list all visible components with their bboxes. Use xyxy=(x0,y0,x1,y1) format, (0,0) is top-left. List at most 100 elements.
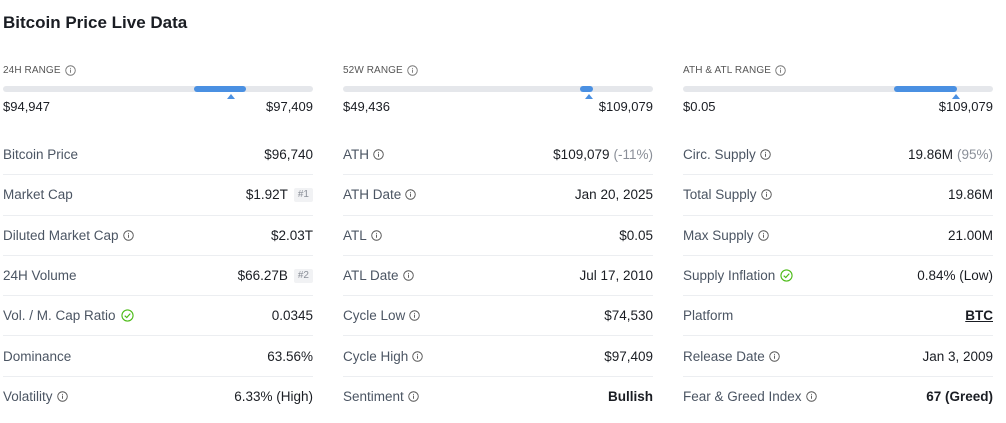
info-icon[interactable] xyxy=(775,64,786,76)
range-52w-header: 52W RANGE xyxy=(343,62,653,78)
info-icon[interactable] xyxy=(769,350,780,362)
current-price-marker xyxy=(585,94,594,99)
row-label: Platform xyxy=(683,308,734,324)
row-value: Jan 20, 2025 xyxy=(574,187,653,203)
current-price-marker xyxy=(226,94,235,99)
row-label: Market Cap xyxy=(3,187,73,203)
row-cycle-high: Cycle High $97,409 xyxy=(343,336,653,377)
row-dominance: Dominance 63.56% xyxy=(3,336,313,377)
row-label: ATL Date xyxy=(343,268,399,284)
platform-link[interactable]: BTC xyxy=(965,308,993,324)
info-icon[interactable] xyxy=(64,64,76,76)
row-label: Cycle High xyxy=(343,348,409,364)
column-supply: ATH & ATL RANGE $0.05 $109,079 Circ. Sup… xyxy=(683,62,993,404)
info-icon[interactable] xyxy=(407,64,418,76)
row-value: Jan 3, 2009 xyxy=(922,348,993,364)
info-icon[interactable] xyxy=(757,230,769,241)
row-label: ATH Date xyxy=(343,187,402,203)
info-icon[interactable] xyxy=(408,391,419,403)
range-high: $109,079 xyxy=(598,99,653,114)
info-icon[interactable] xyxy=(56,391,68,403)
row-label: Fear & Greed Index xyxy=(683,389,802,405)
range-low: $94,947 xyxy=(3,99,50,114)
row-ath-date: ATH Date Jan 20, 2025 xyxy=(343,175,653,216)
row-cycle-low: Cycle Low $74,530 xyxy=(343,296,653,337)
range-bar xyxy=(3,86,313,99)
row-value: 0.0345 xyxy=(271,308,313,324)
row-vol-mcap-ratio: Vol. / M. Cap Ratio 0.0345 xyxy=(3,296,313,337)
range-ath-atl-header: ATH & ATL RANGE xyxy=(683,62,993,78)
row-label: Release Date xyxy=(683,348,765,364)
info-icon[interactable] xyxy=(760,149,771,160)
row-value: $109,079 xyxy=(553,147,610,163)
range-fill xyxy=(893,86,958,92)
row-total-supply: Total Supply 19.86M xyxy=(683,175,993,216)
row-label: Cycle Low xyxy=(343,308,406,324)
row-label: Circ. Supply xyxy=(683,147,756,163)
range-high: $109,079 xyxy=(938,99,993,114)
range-label: 24H RANGE xyxy=(3,64,61,76)
row-value: $1.92T xyxy=(245,187,288,203)
row-circ-supply: Circ. Supply 19.86M (95%) xyxy=(683,135,993,176)
range-bar xyxy=(683,86,993,99)
row-release-date: Release Date Jan 3, 2009 xyxy=(683,336,993,377)
row-max-supply: Max Supply 21.00M xyxy=(683,216,993,256)
row-atl-date: ATL Date Jul 17, 2010 xyxy=(343,256,653,297)
column-market: 24H RANGE $94,947 $97,409 Bitcoin Price … xyxy=(3,62,313,404)
row-bitcoin-price: Bitcoin Price $96,740 xyxy=(3,135,313,176)
row-value: Bullish xyxy=(607,389,653,405)
current-price-marker xyxy=(951,94,960,99)
row-label: Supply Inflation xyxy=(683,268,776,284)
row-value: 67 (Greed) xyxy=(926,389,993,405)
row-label: Sentiment xyxy=(343,389,404,405)
row-sentiment: Sentiment Bullish xyxy=(343,377,653,417)
row-label: Bitcoin Price xyxy=(3,147,79,163)
range-high: $97,409 xyxy=(266,99,313,114)
range-low: $0.05 xyxy=(683,99,716,114)
info-icon[interactable] xyxy=(409,310,421,322)
info-icon[interactable] xyxy=(122,230,134,241)
row-atl: ATL $0.05 xyxy=(343,216,653,256)
circ-percent: (95%) xyxy=(956,147,993,163)
row-label: ATL xyxy=(343,227,367,243)
row-value: $74,530 xyxy=(604,308,653,324)
range-fill xyxy=(580,86,593,92)
row-label: ATH xyxy=(343,147,369,163)
ath-change: (-11%) xyxy=(613,147,653,163)
row-value: 19.86M xyxy=(947,187,993,203)
row-label: Vol. / M. Cap Ratio xyxy=(3,308,116,324)
row-label: Diluted Market Cap xyxy=(3,227,119,243)
row-label: 24H Volume xyxy=(3,268,77,284)
info-icon[interactable] xyxy=(402,270,414,281)
info-icon[interactable] xyxy=(373,149,384,160)
row-label: Dominance xyxy=(3,348,72,364)
info-icon[interactable] xyxy=(371,230,382,241)
range-bar xyxy=(343,86,653,99)
info-icon[interactable] xyxy=(805,391,817,403)
row-label: Max Supply xyxy=(683,227,754,243)
row-value: 6.33% (High) xyxy=(234,389,313,405)
row-value: Jul 17, 2010 xyxy=(579,268,653,284)
row-value: $2.03T xyxy=(270,227,313,243)
row-diluted-market-cap: Diluted Market Cap $2.03T xyxy=(3,216,313,256)
info-icon[interactable] xyxy=(760,189,772,201)
range-24h-header: 24H RANGE xyxy=(3,62,313,78)
row-value: $97,409 xyxy=(604,348,653,364)
row-ath: ATH $109,079 (-11%) xyxy=(343,135,653,176)
row-value: 63.56% xyxy=(267,348,313,364)
column-history: 52W RANGE $49,436 $109,079 ATH $109,079(… xyxy=(343,62,653,404)
info-icon[interactable] xyxy=(412,350,424,362)
rank-badge: #2 xyxy=(293,268,313,283)
range-low: $49,436 xyxy=(343,99,390,114)
info-icon[interactable] xyxy=(405,189,416,201)
row-label: Volatility xyxy=(3,389,53,405)
row-value: $0.05 xyxy=(619,227,653,243)
range-label: ATH & ATL RANGE xyxy=(683,64,771,76)
rank-badge: #1 xyxy=(293,187,313,202)
row-value: 19.86M xyxy=(907,147,953,163)
row-platform: Platform BTC xyxy=(683,296,993,337)
row-volatility: Volatility 6.33% (High) xyxy=(3,377,313,417)
check-circle-icon xyxy=(120,309,134,322)
range-fill xyxy=(193,86,247,92)
row-fear-greed: Fear & Greed Index 67 (Greed) xyxy=(683,377,993,417)
